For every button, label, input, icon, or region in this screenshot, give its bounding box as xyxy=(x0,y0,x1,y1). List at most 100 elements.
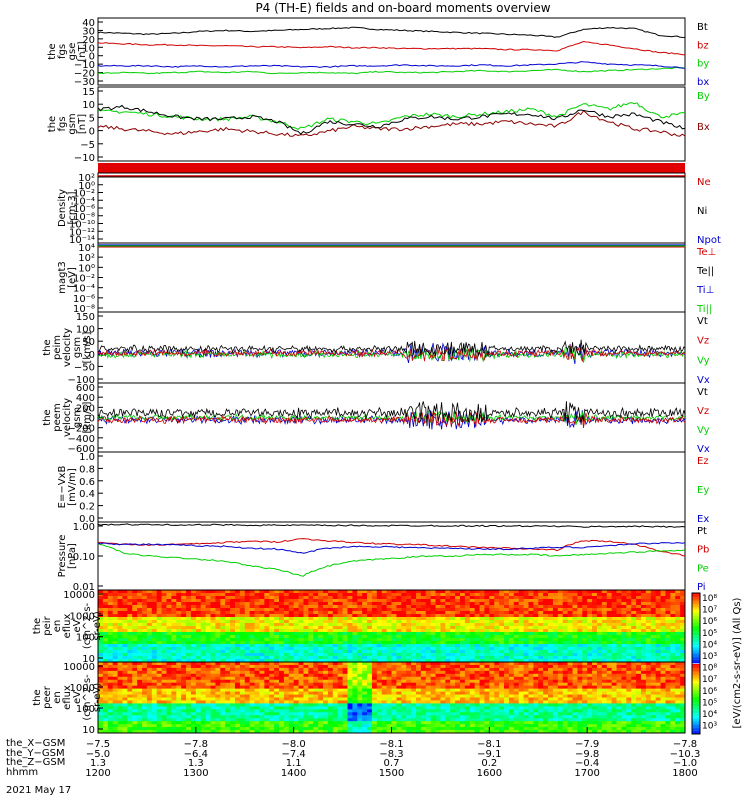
heatmap-cell xyxy=(298,697,304,701)
heatmap-cell xyxy=(523,614,529,618)
heatmap-cell xyxy=(205,626,212,630)
heatmap-cell xyxy=(323,673,329,678)
heatmap-cell xyxy=(440,596,446,600)
heatmap-cell xyxy=(401,614,407,618)
heatmap-cell xyxy=(538,653,544,657)
heatmap-cell xyxy=(675,611,681,615)
heatmap-cell xyxy=(362,623,368,627)
heatmap-cell xyxy=(264,623,270,627)
heatmap-cell xyxy=(592,676,598,681)
y-tick-label: 10⁻⁴ xyxy=(73,196,95,207)
heatmap-cell xyxy=(640,605,647,609)
heatmap-cell xyxy=(146,659,153,663)
heatmap-cell xyxy=(347,590,353,594)
heatmap-cell xyxy=(445,611,451,615)
heatmap-cell xyxy=(499,673,505,678)
heatmap-cell xyxy=(508,644,515,648)
heatmap-cell xyxy=(406,590,412,594)
heatmap-cell xyxy=(645,697,652,701)
heatmap-cell xyxy=(577,620,583,624)
heatmap-cell xyxy=(533,659,539,663)
heatmap-cell xyxy=(533,688,539,693)
heatmap-cell xyxy=(660,676,666,681)
heatmap-cell xyxy=(401,706,407,710)
heatmap-cell xyxy=(523,602,529,606)
heatmap-cell xyxy=(117,688,123,693)
heatmap-cell xyxy=(631,629,637,633)
heatmap-cell xyxy=(484,620,490,624)
heatmap-cell xyxy=(440,694,446,698)
heatmap-cell xyxy=(122,605,128,609)
heatmap-cell xyxy=(592,670,598,675)
heatmap-cell xyxy=(186,664,192,669)
heatmap-cell xyxy=(288,608,295,612)
heatmap-cell xyxy=(269,617,275,621)
heatmap-cell xyxy=(518,667,525,672)
heatmap-cell xyxy=(406,694,412,698)
heatmap-cell xyxy=(137,620,143,624)
heatmap-cell xyxy=(606,596,613,600)
heatmap-cell xyxy=(396,647,402,651)
heatmap-cell xyxy=(577,703,583,707)
heatmap-cell xyxy=(186,629,192,633)
heatmap-cell xyxy=(401,590,407,594)
heatmap-cell xyxy=(186,590,192,594)
heatmap-cell xyxy=(518,685,525,690)
heatmap-cell xyxy=(601,611,608,615)
heatmap-cell xyxy=(337,682,344,687)
heatmap-cell xyxy=(552,700,559,704)
heatmap-cell xyxy=(420,673,427,678)
heatmap-cell xyxy=(171,664,177,669)
heatmap-cell xyxy=(176,679,182,684)
heatmap-cell xyxy=(107,593,114,597)
heatmap-cell xyxy=(117,647,123,651)
heatmap-cell xyxy=(107,608,114,612)
heatmap-cell xyxy=(190,629,197,633)
heatmap-cell xyxy=(513,614,520,618)
heatmap-cell xyxy=(425,653,432,657)
heatmap-cell xyxy=(474,688,481,693)
heatmap-cell xyxy=(367,653,373,657)
heatmap-cell xyxy=(567,599,573,603)
heatmap-cell xyxy=(274,638,280,642)
heatmap-cell xyxy=(396,700,402,704)
legend-te: Te⊥ xyxy=(696,247,716,258)
heatmap-cell xyxy=(327,659,334,663)
heatmap-cell xyxy=(459,667,466,672)
heatmap-cell xyxy=(98,629,104,633)
heatmap-cell xyxy=(156,673,163,678)
heatmap-cell xyxy=(332,662,339,666)
heatmap-cell xyxy=(396,697,402,701)
heatmap-cell xyxy=(293,682,300,687)
heatmap-cell xyxy=(288,676,295,681)
heatmap-cell xyxy=(494,676,500,681)
heatmap-cell xyxy=(450,694,456,698)
heatmap-cell xyxy=(259,662,265,666)
heatmap-cell xyxy=(601,593,608,597)
heatmap-cell xyxy=(98,626,104,630)
heatmap-cell xyxy=(626,679,632,684)
heatmap-cell xyxy=(137,602,143,606)
heatmap-cell xyxy=(210,662,216,666)
heatmap-cell xyxy=(220,593,226,597)
heatmap-cell xyxy=(215,664,221,669)
heatmap-cell xyxy=(430,653,437,657)
heatmap-cell xyxy=(450,676,456,681)
heatmap-cell xyxy=(601,688,608,693)
heatmap-cell xyxy=(645,679,652,684)
heatmap-cell xyxy=(156,653,163,657)
heatmap-cell xyxy=(254,626,260,630)
heatmap-cell xyxy=(107,620,114,624)
heatmap-cell xyxy=(278,703,285,707)
heatmap-cell xyxy=(645,596,652,600)
y-tick-label: 10⁻² xyxy=(73,189,95,200)
y-tick-label: 10⁻⁸ xyxy=(73,212,95,223)
heatmap-cell xyxy=(523,635,529,639)
heatmap-cell xyxy=(636,703,642,707)
heatmap-cell xyxy=(352,623,358,627)
heatmap-cell xyxy=(132,596,138,600)
heatmap-cell xyxy=(435,700,441,704)
heatmap-cell xyxy=(362,605,368,609)
heatmap-cell xyxy=(230,676,236,681)
heatmap-cell xyxy=(450,593,456,597)
